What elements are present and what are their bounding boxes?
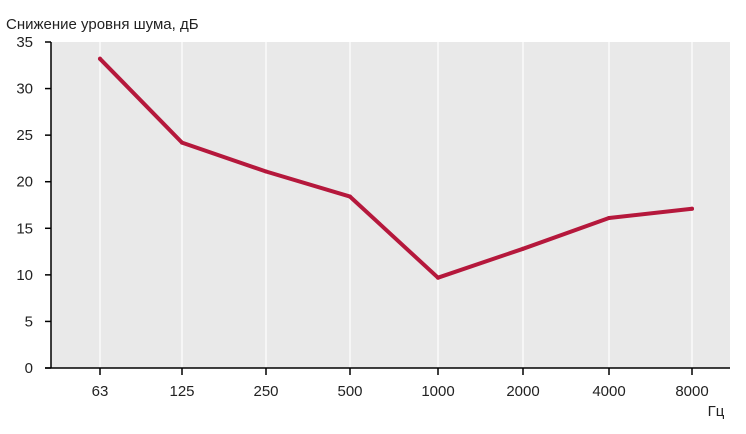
y-tick-label-15: 15 (16, 220, 33, 237)
y-tick-label-5: 5 (25, 313, 33, 330)
data-point-1000 (436, 275, 440, 280)
y-axis-title: Снижение уровня шума, дБ (6, 16, 199, 33)
data-point-63 (98, 56, 102, 61)
y-axis-ticks: 0 5 10 15 20 25 30 35 (16, 34, 51, 377)
y-tick-label-25: 25 (16, 127, 33, 144)
x-tick-label-250: 250 (253, 383, 278, 400)
data-point-250 (264, 169, 268, 174)
data-point-4000 (607, 216, 611, 220)
y-tick-label-35: 35 (16, 34, 33, 51)
data-point-8000 (690, 206, 694, 211)
data-point-125 (180, 140, 184, 145)
x-tick-label-1000: 1000 (421, 383, 454, 400)
y-tick-label-0: 0 (25, 360, 33, 377)
y-tick-label-10: 10 (16, 267, 33, 284)
x-tick-label-63: 63 (92, 383, 109, 400)
data-point-2000 (521, 246, 525, 251)
x-tick-label-4000: 4000 (592, 383, 625, 400)
y-tick-label-20: 20 (16, 174, 33, 191)
x-tick-label-2000: 2000 (506, 383, 539, 400)
x-tick-label-500: 500 (337, 383, 362, 400)
y-tick-label-30: 30 (16, 81, 33, 98)
x-tick-label-125: 125 (169, 383, 194, 400)
vertical-gridlines (99, 42, 693, 368)
x-tick-label-8000: 8000 (675, 383, 708, 400)
x-axis-title: Гц (708, 403, 725, 420)
plot-area (51, 42, 730, 368)
data-points (98, 56, 694, 280)
x-axis-ticks: 63 125 250 500 1000 2000 4000 8000 (92, 368, 709, 400)
noise-reduction-line (98, 56, 694, 280)
data-point-500 (348, 194, 352, 199)
